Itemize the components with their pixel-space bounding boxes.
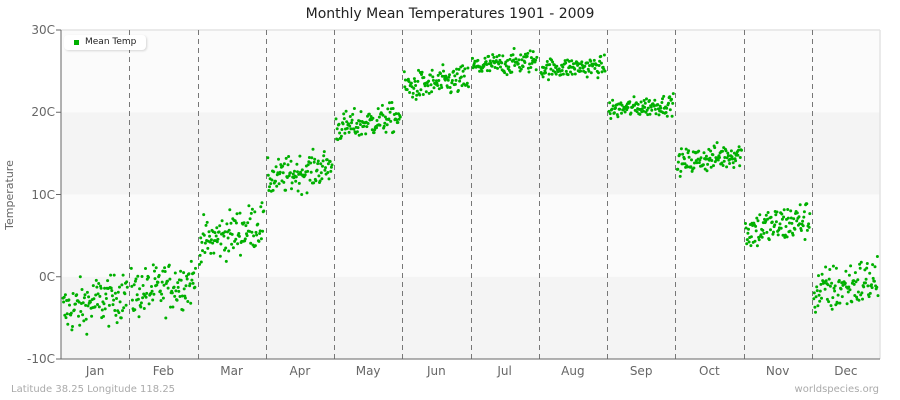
y-axis-label: Temperature [3,160,16,230]
legend: Mean Temp [64,35,147,50]
month-points-aug [539,53,607,82]
x-tick-label-nov: Nov [765,364,790,378]
x-tick-label-jan: Jan [85,364,105,378]
month-points-mar [198,201,266,266]
y-tick-label: 0C [38,269,55,284]
month-points-may [334,101,402,142]
x-tick-label-sep: Sep [629,364,653,378]
x-tick-label-jul: Jul [497,364,512,378]
y-tick-label: -10C [27,352,55,366]
y-tick-label: 30C [31,23,55,37]
month-points-jun [402,63,470,101]
month-points-jan [61,273,129,336]
legend-swatch-icon [74,39,79,45]
x-tick-label-feb: Feb [152,364,174,378]
x-tick-label-jun: Jun [427,364,446,378]
source-label: worldspecies.org [794,384,879,395]
y-tick-label: 20C [31,105,55,120]
x-tick-label-apr: Apr [289,364,311,378]
x-tick-label-mar: Mar [220,364,243,378]
x-tick-label-may: May [355,364,381,378]
x-tick-label-oct: Oct [699,364,720,378]
chart-title: Monthly Mean Temperatures 1901 - 2009 [305,6,595,22]
month-points-oct [675,141,743,178]
location-label: Latitude 38.25 Longitude 118.25 [11,384,176,395]
month-points-sep [607,92,675,120]
y-tick-label: 10C [31,187,55,202]
month-points-dec [812,255,880,314]
legend-label: Mean Temp [85,37,137,47]
month-points-feb [129,259,197,320]
x-tick-label-aug: Aug [561,364,585,378]
x-tick-label-dec: Dec [834,364,858,378]
month-points-apr [266,147,334,196]
month-points-nov [744,202,812,248]
month-points-jul [471,47,539,77]
